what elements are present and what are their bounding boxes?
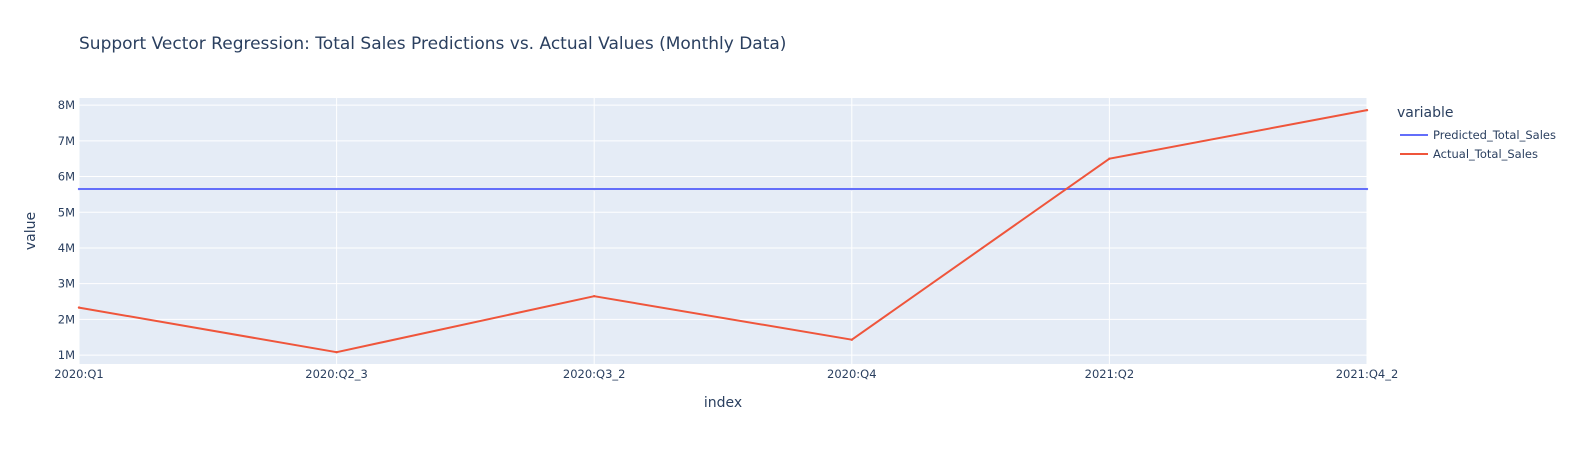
plot-background: [79, 98, 1367, 364]
legend-item-label: Actual_Total_Sales: [1433, 147, 1538, 161]
x-tick-label: 2020:Q4: [827, 367, 877, 381]
y-tick-label: 4M: [58, 241, 75, 255]
data-point: [850, 187, 853, 191]
y-tick-label: 5M: [58, 205, 75, 219]
data-point: [1365, 187, 1369, 191]
y-tick-label: 1M: [58, 348, 75, 362]
y-tick-label: 2M: [58, 312, 75, 326]
y-tick-label: 8M: [58, 98, 75, 112]
legend-item-label: Predicted_Total_Sales: [1433, 128, 1556, 142]
y-tick-label: 6M: [58, 170, 75, 184]
x-tick-label: 2020:Q1: [54, 367, 104, 381]
x-tick-label: 2021:Q4_2: [1336, 367, 1399, 381]
chart-title: Support Vector Regression: Total Sales P…: [79, 34, 787, 54]
x-tick-label: 2020:Q2_3: [305, 367, 368, 381]
legend-title: variable: [1397, 105, 1453, 121]
data-point: [850, 338, 853, 341]
data-point: [593, 187, 596, 191]
series-line-Actual_Total_Sales: [78, 109, 1368, 354]
data-point: [77, 306, 81, 309]
y-axis-title: value: [23, 212, 39, 250]
x-axis-title: index: [704, 395, 742, 411]
y-tick-label: 3M: [58, 277, 75, 291]
y-tick-label: 7M: [58, 134, 75, 148]
data-point: [1365, 108, 1369, 112]
data-point: [335, 187, 338, 191]
data-point: [335, 351, 338, 354]
x-tick-label: 2020:Q3_2: [563, 367, 626, 381]
data-point: [77, 187, 81, 191]
data-point: [593, 294, 596, 298]
data-point: [1108, 157, 1111, 160]
x-tick-label: 2021:Q2: [1085, 367, 1135, 381]
data-point: [1108, 187, 1111, 191]
